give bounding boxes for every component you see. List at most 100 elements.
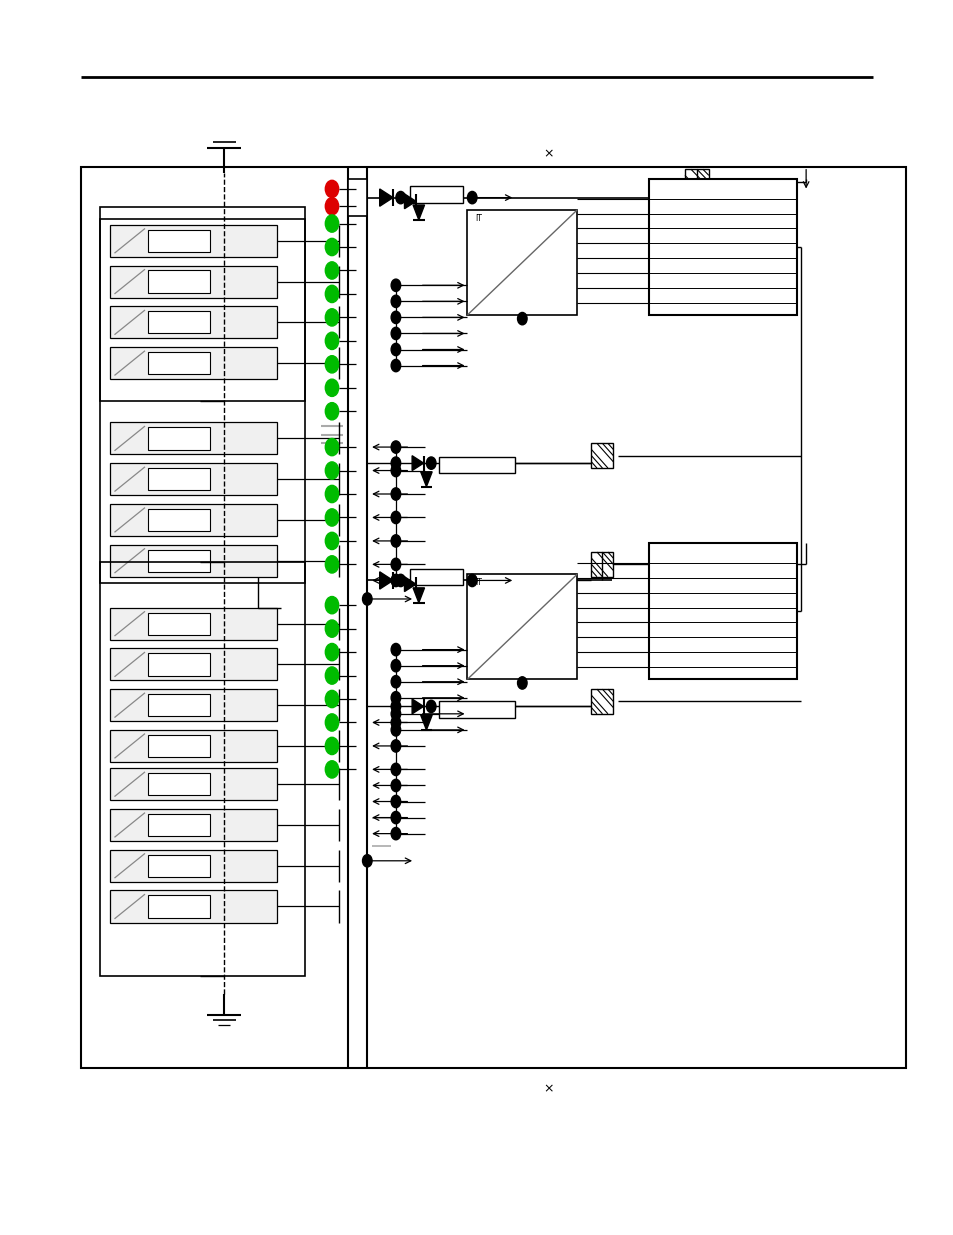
Circle shape <box>325 509 338 526</box>
Bar <box>110 890 276 923</box>
Circle shape <box>325 462 338 479</box>
Text: IT: IT <box>475 578 481 587</box>
Bar <box>110 608 276 640</box>
Bar <box>684 169 708 194</box>
Bar <box>410 186 462 203</box>
Bar <box>100 207 305 401</box>
Circle shape <box>395 574 405 587</box>
Circle shape <box>391 295 400 308</box>
Bar <box>467 574 577 679</box>
Circle shape <box>325 403 338 420</box>
Circle shape <box>391 558 400 571</box>
Bar <box>148 352 210 374</box>
Bar <box>110 730 276 762</box>
Circle shape <box>325 238 338 256</box>
Bar <box>648 543 796 679</box>
Bar <box>110 545 276 577</box>
Bar <box>591 552 613 577</box>
Circle shape <box>395 191 405 204</box>
Bar <box>438 457 515 473</box>
Bar <box>148 270 210 293</box>
Bar <box>148 230 210 252</box>
Circle shape <box>325 180 338 198</box>
Circle shape <box>391 457 400 469</box>
Circle shape <box>391 763 400 776</box>
Circle shape <box>426 700 436 713</box>
Text: ×: × <box>542 148 554 161</box>
Circle shape <box>325 597 338 614</box>
Bar <box>100 219 305 583</box>
Circle shape <box>362 855 372 867</box>
Bar <box>348 179 367 216</box>
Bar <box>110 648 276 680</box>
Bar <box>148 311 210 333</box>
Text: IT: IT <box>475 214 481 222</box>
Bar <box>410 569 462 585</box>
Bar <box>148 653 210 676</box>
Bar <box>110 306 276 338</box>
Circle shape <box>517 677 526 689</box>
Polygon shape <box>412 699 423 714</box>
Circle shape <box>391 359 400 372</box>
Bar <box>110 463 276 495</box>
Bar <box>110 266 276 298</box>
Polygon shape <box>420 715 432 730</box>
Circle shape <box>362 593 372 605</box>
Circle shape <box>391 708 400 720</box>
Circle shape <box>325 285 338 303</box>
Bar <box>110 347 276 379</box>
Polygon shape <box>404 577 416 592</box>
Bar <box>148 613 210 635</box>
Circle shape <box>391 779 400 792</box>
Circle shape <box>325 620 338 637</box>
Text: ×: × <box>542 1083 554 1095</box>
Circle shape <box>325 690 338 708</box>
Circle shape <box>391 827 400 840</box>
Circle shape <box>391 643 400 656</box>
Bar <box>110 768 276 800</box>
Circle shape <box>391 574 400 587</box>
Bar <box>110 850 276 882</box>
Circle shape <box>325 737 338 755</box>
Bar <box>110 809 276 841</box>
Polygon shape <box>412 456 423 471</box>
Circle shape <box>391 659 400 672</box>
Circle shape <box>391 464 400 477</box>
Bar <box>148 895 210 918</box>
Bar <box>100 562 305 976</box>
Circle shape <box>391 692 400 704</box>
Circle shape <box>467 574 476 587</box>
Circle shape <box>391 740 400 752</box>
Bar <box>148 773 210 795</box>
Bar <box>81 167 905 1068</box>
Circle shape <box>325 485 338 503</box>
Circle shape <box>391 488 400 500</box>
Circle shape <box>325 438 338 456</box>
Polygon shape <box>420 472 432 487</box>
Circle shape <box>467 191 476 204</box>
Circle shape <box>391 279 400 291</box>
Bar <box>110 689 276 721</box>
Bar <box>148 855 210 877</box>
Circle shape <box>391 676 400 688</box>
Circle shape <box>325 309 338 326</box>
Circle shape <box>391 716 400 729</box>
Circle shape <box>325 556 338 573</box>
Circle shape <box>426 457 436 469</box>
Circle shape <box>325 643 338 661</box>
Circle shape <box>391 441 400 453</box>
Circle shape <box>325 262 338 279</box>
Circle shape <box>391 811 400 824</box>
Bar <box>110 422 276 454</box>
Circle shape <box>325 667 338 684</box>
Circle shape <box>391 700 400 713</box>
Bar <box>467 210 577 315</box>
Bar <box>148 694 210 716</box>
Bar <box>148 509 210 531</box>
Circle shape <box>325 332 338 350</box>
Circle shape <box>391 795 400 808</box>
Polygon shape <box>379 189 393 206</box>
Bar <box>148 814 210 836</box>
Polygon shape <box>379 572 393 589</box>
Bar <box>148 550 210 572</box>
